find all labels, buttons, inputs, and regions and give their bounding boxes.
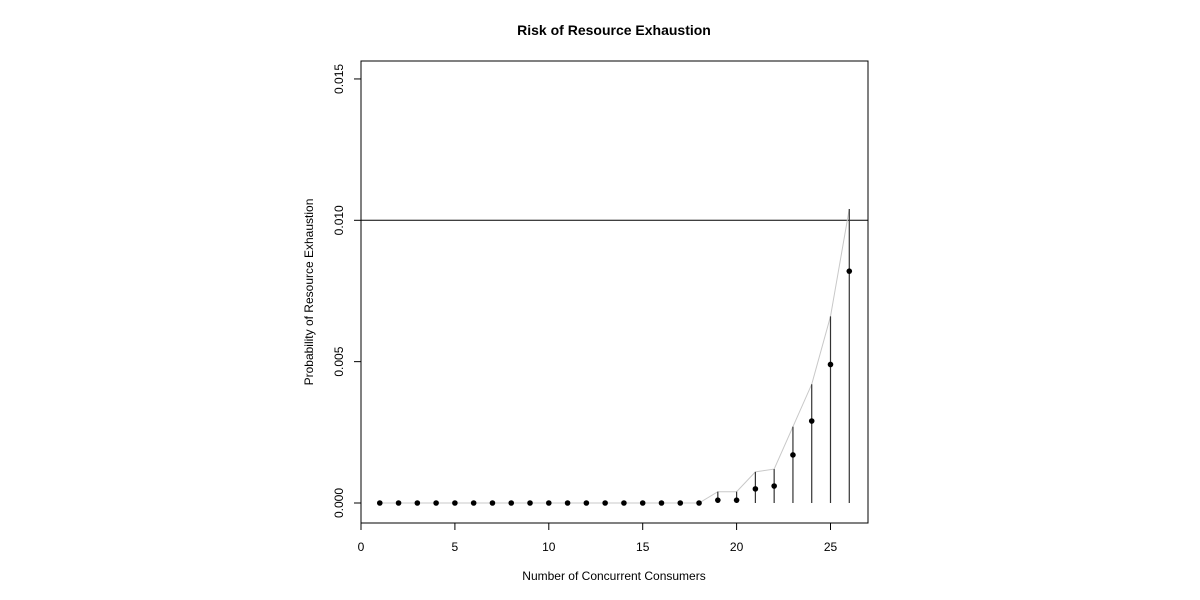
- data-point: [827, 361, 834, 368]
- y-axis: 0.000 0.005 0.010 0.015: [332, 64, 362, 518]
- data-point: [433, 500, 439, 506]
- data-point: [602, 500, 608, 506]
- y-tick-label: 0.000: [332, 488, 346, 518]
- data-point: [508, 500, 515, 506]
- data-point: [621, 500, 627, 506]
- data-point: [677, 500, 684, 506]
- data-point: [790, 452, 796, 458]
- data-point: [564, 500, 571, 506]
- data-point: [452, 500, 458, 506]
- x-tick-label: 0: [358, 540, 365, 554]
- data-point: [546, 500, 552, 506]
- data-point: [733, 497, 740, 503]
- data-point: [376, 500, 383, 506]
- interval-bars: [717, 208, 850, 503]
- data-point: [846, 268, 853, 274]
- x-axis: 0 5 10 15 20 25: [358, 522, 868, 554]
- y-axis-label: Probability of Resource Exhaustion: [302, 199, 316, 386]
- x-tick-label: 25: [824, 540, 838, 554]
- data-point: [658, 500, 665, 506]
- data-point: [583, 500, 590, 506]
- data-point: [696, 500, 702, 506]
- y-tick-label: 0.015: [332, 64, 346, 94]
- data-point: [771, 483, 777, 489]
- data-points: [376, 268, 853, 506]
- y-tick-label: 0.005: [332, 346, 346, 376]
- upper-bound-line: [379, 208, 850, 504]
- data-point: [527, 500, 533, 506]
- chart-title: Risk of Resource Exhaustion: [517, 22, 711, 38]
- data-point: [715, 497, 721, 503]
- data-point: [489, 500, 496, 506]
- data-point: [639, 500, 646, 506]
- x-tick-label: 20: [730, 540, 744, 554]
- data-point: [470, 500, 477, 506]
- data-point: [414, 500, 421, 506]
- x-tick-label: 15: [636, 540, 650, 554]
- y-tick-label: 0.010: [332, 205, 346, 235]
- x-tick-label: 10: [542, 540, 556, 554]
- x-axis-label: Number of Concurrent Consumers: [522, 569, 705, 583]
- data-point: [395, 500, 402, 506]
- data-point: [752, 486, 759, 492]
- x-tick-label: 5: [452, 540, 459, 554]
- data-point: [808, 418, 815, 424]
